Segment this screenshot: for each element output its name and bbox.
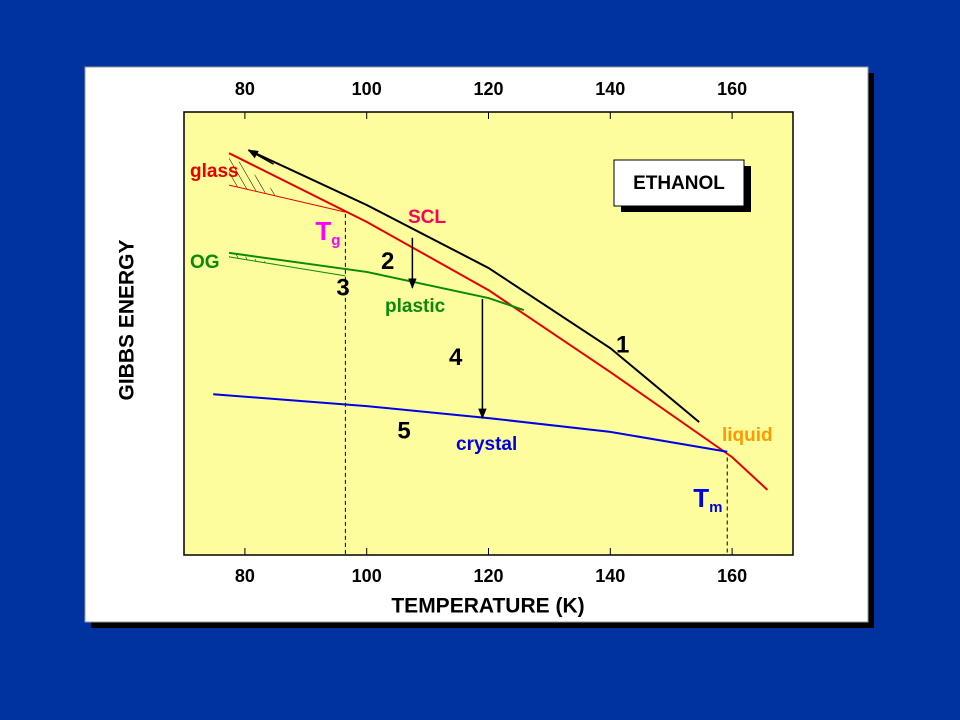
x-tick-label: 140: [595, 566, 625, 586]
label-sub: g: [331, 232, 340, 249]
x-tick-label: 120: [473, 566, 503, 586]
x-tick-label: 100: [352, 566, 382, 586]
annotation: ETHANOL: [633, 173, 725, 194]
line: [228, 152, 769, 491]
arrow-label: 2: [381, 248, 394, 275]
annotation: 5: [397, 417, 410, 444]
x-tick-label: 160: [717, 566, 747, 586]
series-label: crystal: [456, 434, 517, 455]
box: [613, 159, 745, 207]
x-axis-title: TEMPERATURE (K): [391, 595, 584, 618]
y-axis-title: GIBBS ENERGY: [116, 239, 139, 400]
line: [213, 393, 728, 453]
x-tick-label-top: 80: [235, 79, 255, 99]
annotation: liquid: [722, 425, 773, 446]
line: [248, 149, 700, 423]
x-tick-label-top: 100: [352, 79, 382, 99]
arrow: [247, 149, 274, 165]
reference-label: Tm: [693, 483, 722, 516]
series-label: plastic: [385, 296, 446, 317]
series-label: 1: [616, 331, 629, 358]
line: [228, 256, 346, 277]
label-main: T: [315, 216, 331, 246]
x-tick-label-top: 120: [473, 79, 503, 99]
line: [228, 184, 346, 213]
annotation: 3: [336, 274, 349, 301]
line: [228, 251, 525, 311]
label-main: T: [693, 483, 709, 513]
series-label: glass: [190, 161, 239, 182]
arrow-label: 4: [449, 344, 463, 371]
series-label: SCL: [408, 207, 446, 228]
label-sub: m: [709, 499, 722, 516]
x-tick-label: 80: [235, 566, 255, 586]
x-tick-label-top: 140: [595, 79, 625, 99]
hatch: [229, 252, 282, 266]
hatch: [229, 153, 282, 198]
x-tick-label-top: 160: [717, 79, 747, 99]
series-label: OG: [190, 252, 220, 273]
reference-label: Tg: [315, 216, 340, 249]
